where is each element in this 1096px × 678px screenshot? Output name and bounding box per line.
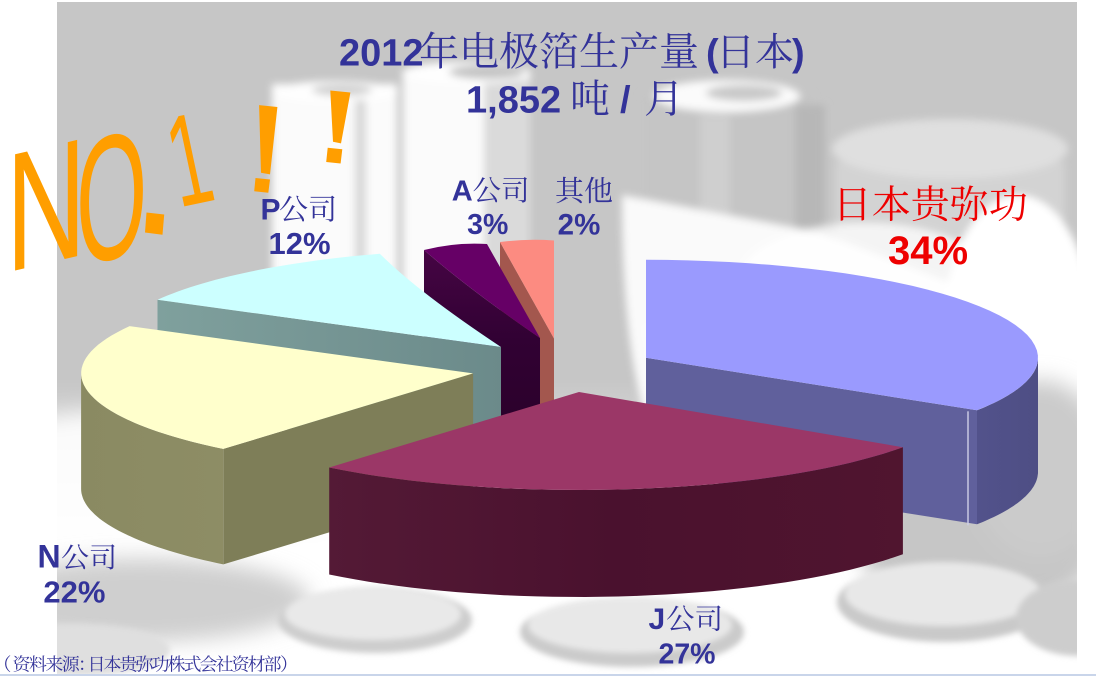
svg-text:P: P: [261, 194, 281, 227]
svg-text:): ): [792, 33, 805, 75]
svg-text:J: J: [649, 603, 666, 636]
svg-text:(: (: [706, 33, 719, 75]
svg-text:22%: 22%: [43, 575, 105, 610]
svg-text:12%: 12%: [268, 226, 330, 261]
svg-text:3%: 3%: [467, 209, 508, 241]
svg-text:1,852: 1,852: [466, 80, 561, 122]
svg-text:N: N: [38, 538, 61, 574]
svg-text:27%: 27%: [658, 639, 715, 671]
svg-text:2%: 2%: [558, 209, 601, 242]
svg-text:34%: 34%: [888, 229, 968, 273]
svg-text:A: A: [452, 175, 473, 207]
svg-text:N: N: [6, 102, 86, 309]
svg-text:O: O: [76, 90, 147, 305]
svg-text:2012: 2012: [339, 33, 424, 75]
svg-text:/: /: [620, 80, 631, 122]
